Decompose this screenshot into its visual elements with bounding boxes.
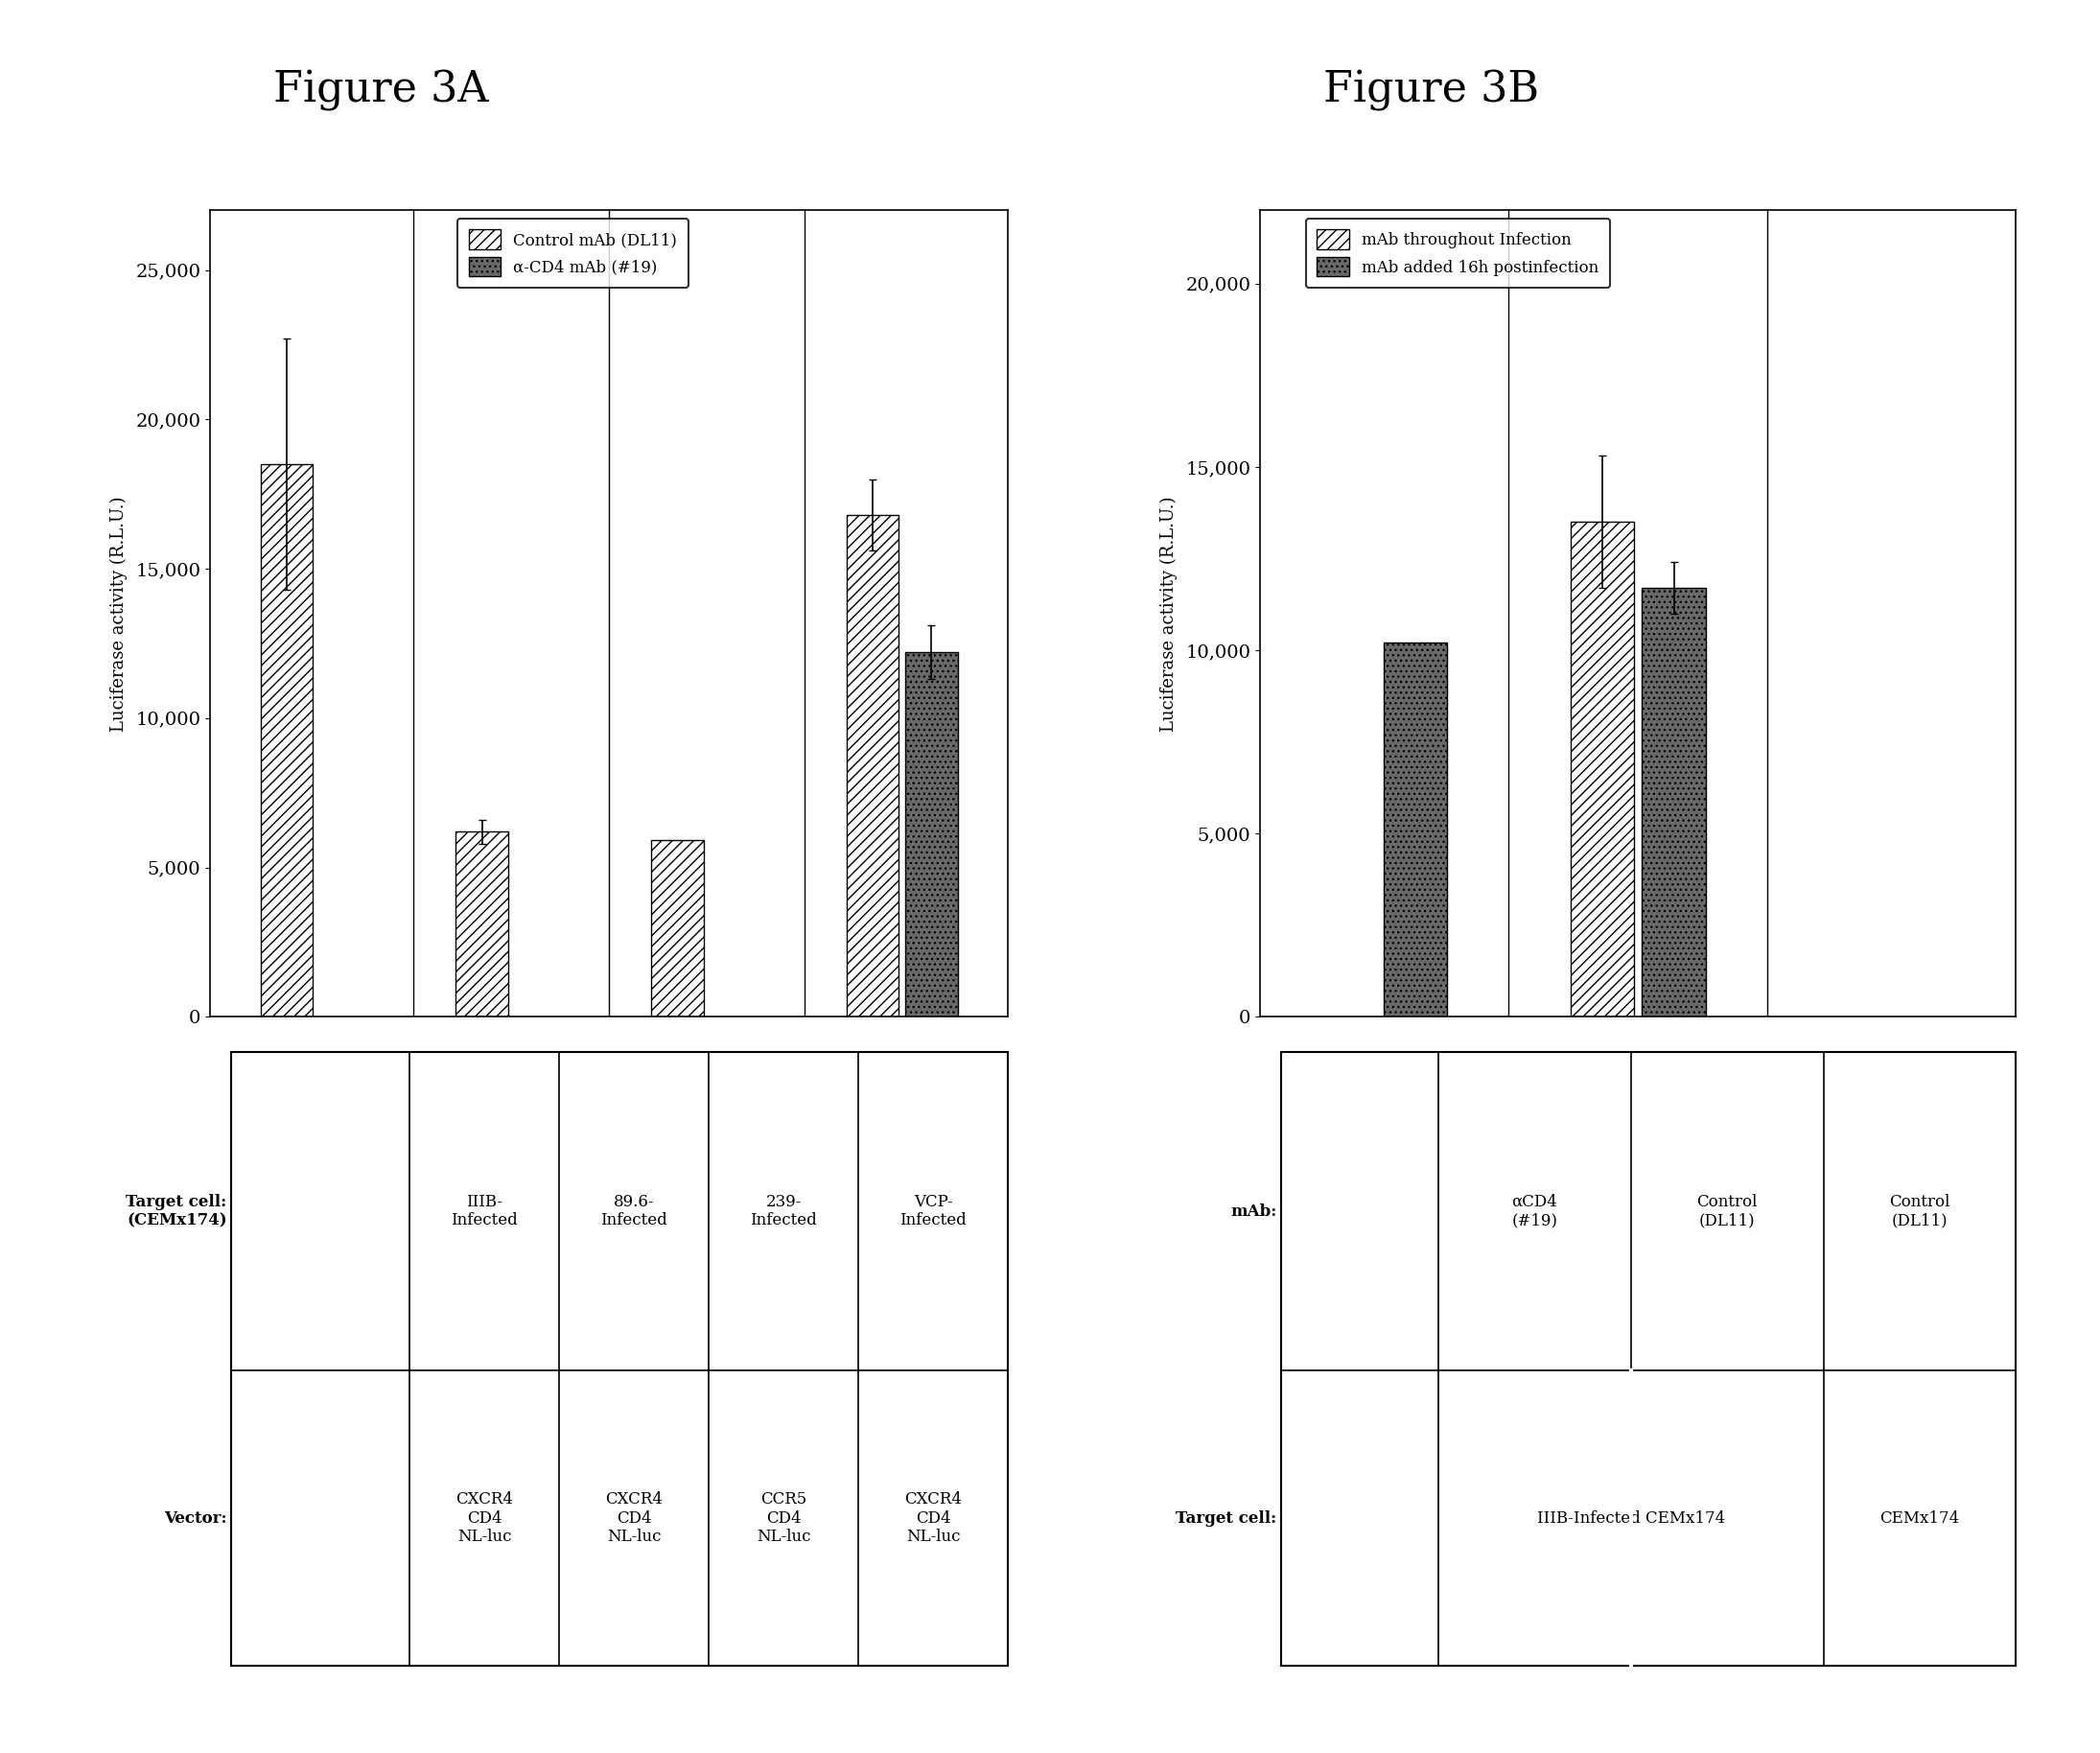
Text: VCP-
Infected: VCP- Infected	[899, 1194, 966, 1229]
Text: Target cell:: Target cell:	[1176, 1509, 1277, 1527]
Text: Figure 3A: Figure 3A	[273, 70, 489, 112]
Bar	[905, 652, 958, 1017]
Text: CCR5
CD4
NL-luc: CCR5 CD4 NL-luc	[756, 1492, 811, 1544]
Bar	[651, 840, 703, 1017]
Text: IIIB-Infected CEMx174: IIIB-Infected CEMx174	[1537, 1509, 1724, 1527]
Text: 89.6-
Infected: 89.6- Infected	[601, 1194, 668, 1229]
Legend: Control mAb (DL11), α-CD4 mAb (#19): Control mAb (DL11), α-CD4 mAb (#19)	[458, 219, 689, 287]
Text: Figure 3B: Figure 3B	[1323, 70, 1539, 112]
Text: IIIB-
Infected: IIIB- Infected	[451, 1194, 519, 1229]
Text: CXCR4
CD4
NL-luc: CXCR4 CD4 NL-luc	[456, 1492, 512, 1544]
Bar	[1571, 522, 1634, 1017]
Bar	[1384, 643, 1447, 1017]
Bar	[846, 515, 899, 1017]
Y-axis label: Luciferase activity (R.L.U.): Luciferase activity (R.L.U.)	[109, 496, 128, 731]
Text: CEMx174: CEMx174	[1879, 1509, 1959, 1527]
Y-axis label: Luciferase activity (R.L.U.): Luciferase activity (R.L.U.)	[1159, 496, 1178, 731]
Legend: mAb throughout Infection, mAb added 16h postinfection: mAb throughout Infection, mAb added 16h …	[1306, 219, 1611, 287]
Text: αCD4
(#19): αCD4 (#19)	[1512, 1194, 1558, 1229]
Text: 239-
Infected: 239- Infected	[750, 1194, 817, 1229]
Text: Control
(DL11): Control (DL11)	[1697, 1194, 1758, 1229]
Text: CXCR4
CD4
NL-luc: CXCR4 CD4 NL-luc	[905, 1492, 962, 1544]
Bar	[456, 831, 508, 1017]
Text: Control
(DL11): Control (DL11)	[1890, 1194, 1951, 1229]
Text: mAb:: mAb:	[1231, 1203, 1277, 1220]
Bar	[260, 465, 313, 1017]
Text: Vector:: Vector:	[164, 1509, 227, 1527]
Text: CXCR4
CD4
NL-luc: CXCR4 CD4 NL-luc	[605, 1492, 664, 1544]
Text: Target cell:
(CEMx174): Target cell: (CEMx174)	[126, 1194, 227, 1229]
Bar	[1642, 587, 1705, 1017]
